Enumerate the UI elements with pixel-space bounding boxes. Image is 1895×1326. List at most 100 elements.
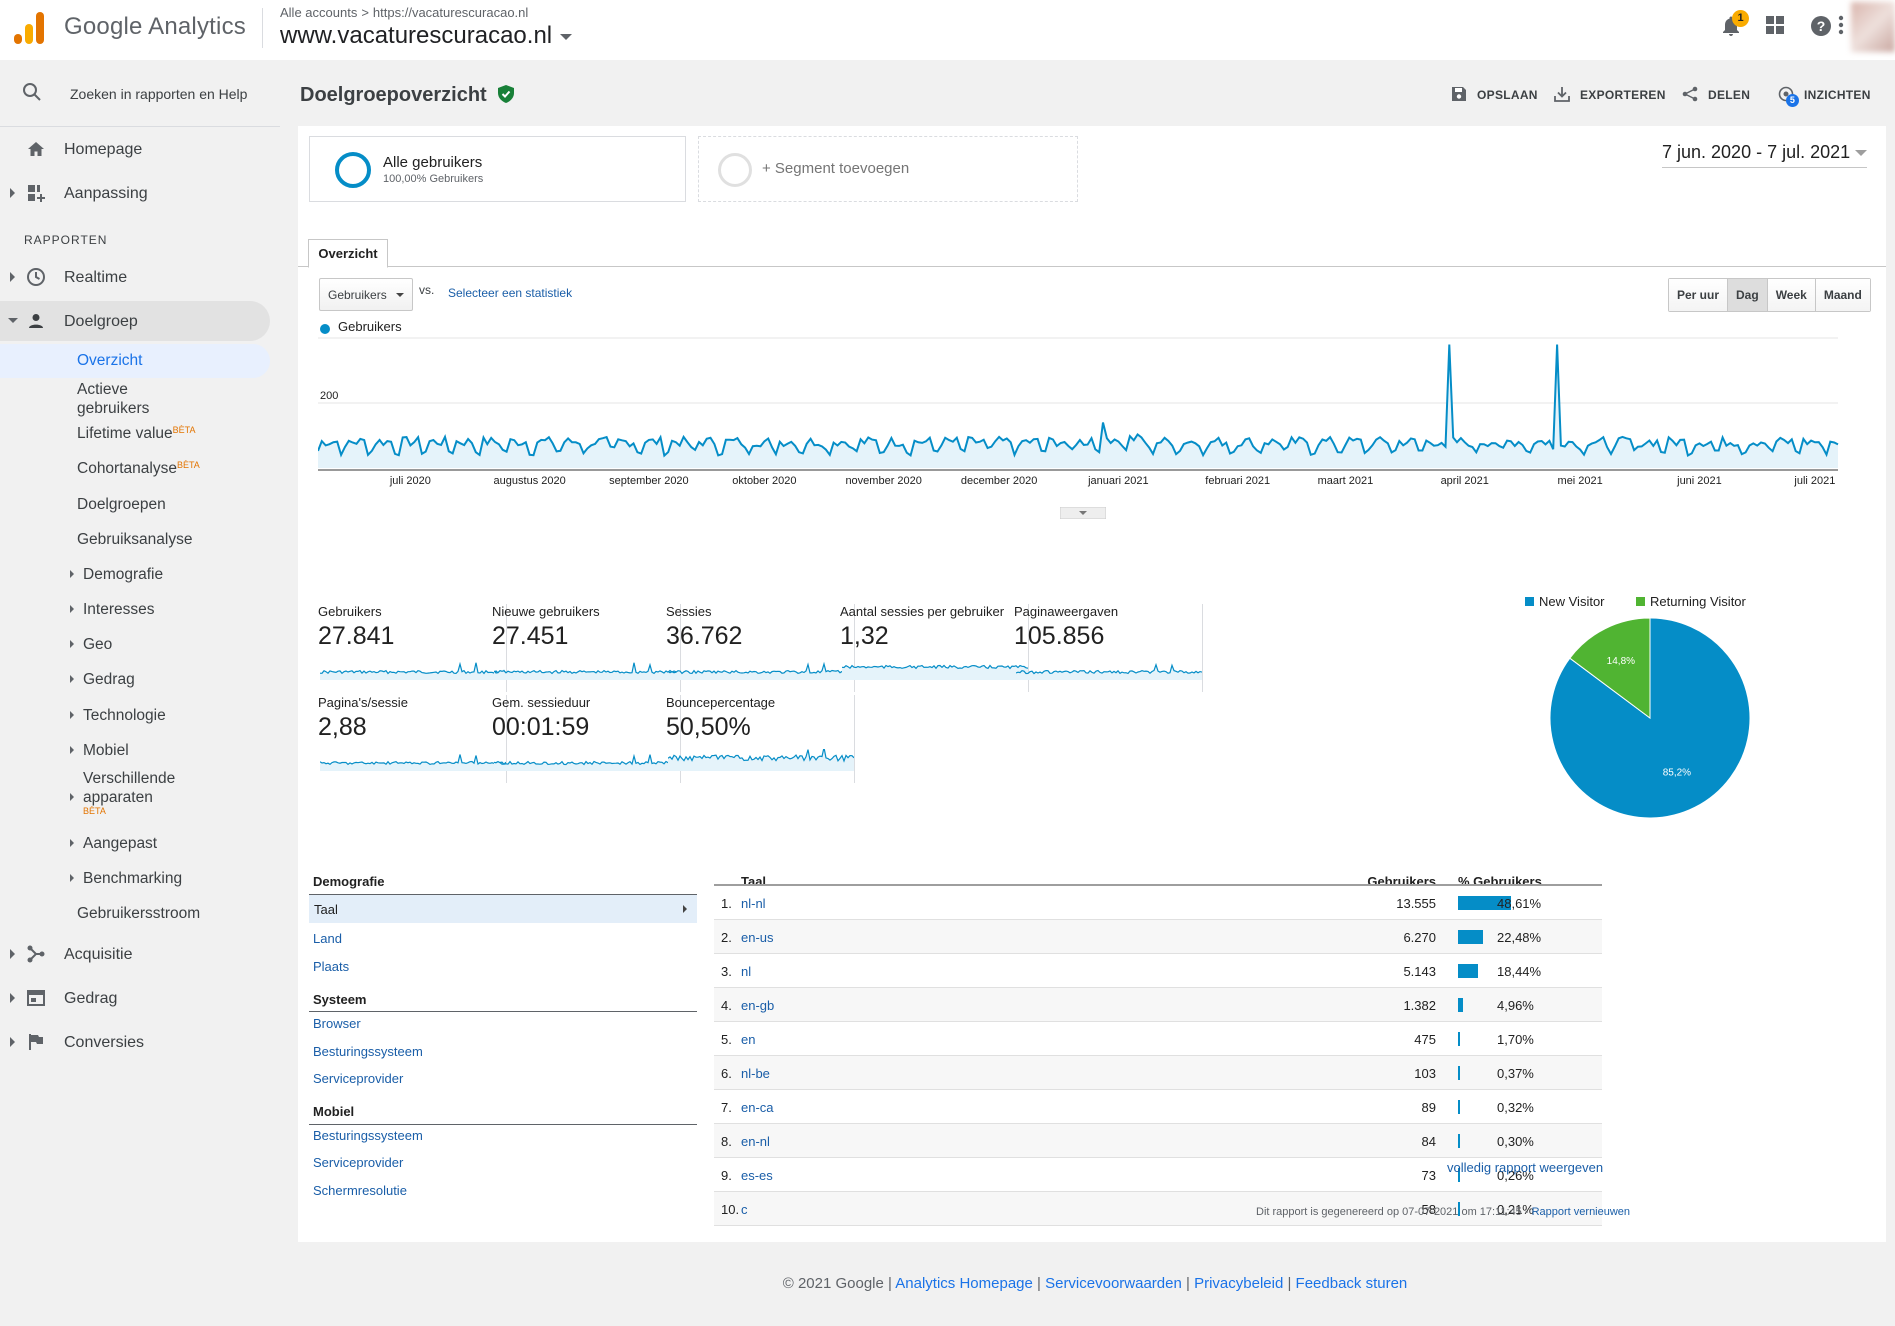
sidebar-item-demographics[interactable]: Demografie — [70, 565, 163, 584]
select-statistic-link[interactable]: Selecteer een statistiek — [448, 286, 573, 300]
full-report-link[interactable]: volledig rapport weergeven — [1447, 1160, 1604, 1175]
sidebar-item-audiences[interactable]: Doelgroepen — [77, 496, 166, 513]
row-language-link[interactable]: en-nl — [741, 1134, 770, 1149]
demo-link-country[interactable]: Land — [313, 931, 342, 946]
table-row: 3. nl 5.143 18,44% — [714, 954, 1602, 988]
table-row: 8. en-nl 84 0,30% — [714, 1124, 1602, 1158]
footer-privacy-link[interactable]: Privacybeleid — [1194, 1275, 1284, 1292]
pie-legend-returning: Returning Visitor — [1636, 594, 1746, 609]
divider — [854, 695, 855, 783]
scorecard-label: Aantal sessies per gebruiker — [840, 604, 1005, 619]
sidebar-item-behavior[interactable]: Gedrag — [70, 670, 135, 689]
nav-behavior[interactable]: Gedrag — [0, 978, 270, 1018]
row-language-link[interactable]: es-es — [741, 1168, 773, 1183]
avatar[interactable] — [1851, 2, 1895, 52]
sidebar-item-cohort[interactable]: CohortanalyseBÈTA — [77, 459, 200, 478]
row-number: 2. — [721, 930, 732, 945]
x-tick-label: mei 2021 — [1558, 475, 1603, 487]
date-range-value: 7 jun. 2020 - 7 jul. 2021 — [1662, 142, 1851, 162]
granularity-week[interactable]: Week — [1767, 279, 1816, 311]
granularity-month[interactable]: Maand — [1815, 279, 1870, 311]
breadcrumb-property[interactable]: https://vacaturescuracao.nl — [372, 5, 529, 20]
row-number: 1. — [721, 896, 732, 911]
demo-link-city[interactable]: Plaats — [313, 959, 350, 974]
analytics-logo-icon[interactable] — [14, 10, 48, 44]
sidebar-item-custom[interactable]: Aangepast — [70, 834, 157, 853]
refresh-report-link[interactable]: Rapport vernieuwen — [1531, 1206, 1631, 1218]
scorecard[interactable]: Gem. sessieduur 00:01:59 — [492, 695, 688, 783]
nav-acquisition[interactable]: Acquisitie — [0, 934, 270, 974]
export-button[interactable]: EXPORTEREN — [1554, 86, 1666, 102]
pie-slice-label: 85,2% — [1663, 768, 1691, 779]
visitor-type-pie-chart[interactable]: 85,2% 14,8% — [1548, 616, 1752, 820]
sidebar-item-users-flow[interactable]: Gebruikersstroom — [77, 905, 201, 922]
search-reports-input[interactable]: Zoeken in rapporten en Help — [0, 72, 280, 112]
sidebar-item-overview[interactable]: Overzicht — [0, 344, 270, 378]
row-language-link[interactable]: c — [741, 1202, 748, 1217]
footer-feedback-link[interactable]: Feedback sturen — [1295, 1275, 1408, 1292]
demo-link-provider[interactable]: Serviceprovider — [313, 1071, 404, 1086]
demo-link-mobile-os[interactable]: Besturingssysteem — [313, 1128, 423, 1143]
demo-link-language[interactable]: Taal — [309, 895, 697, 923]
row-language-link[interactable]: en-gb — [741, 998, 775, 1013]
scorecard[interactable]: Aantal sessies per gebruiker 1,32 — [840, 604, 1036, 692]
insights-button[interactable]: 5 INZICHTEN — [1778, 86, 1871, 107]
demo-link-mobile-provider[interactable]: Serviceprovider — [313, 1155, 404, 1170]
scorecard[interactable]: Paginaweergaven 105.856 — [1014, 604, 1210, 692]
sidebar-item-geo[interactable]: Geo — [70, 635, 112, 654]
sidebar-item-mobile[interactable]: Mobiel — [70, 741, 129, 760]
sidebar-item-label: Mobiel — [83, 742, 129, 759]
footer-terms-link[interactable]: Servicevoorwaarden — [1045, 1275, 1182, 1292]
chart-collapse-handle[interactable] — [1060, 507, 1106, 519]
nav-conversions[interactable]: Conversies — [0, 1022, 270, 1062]
apps-icon[interactable] — [1761, 14, 1789, 42]
granularity-hour[interactable]: Per uur — [1669, 279, 1729, 311]
demo-link-os[interactable]: Besturingssysteem — [313, 1044, 423, 1059]
date-range-picker[interactable]: 7 jun. 2020 - 7 jul. 2021 — [1662, 142, 1867, 168]
scorecard[interactable]: Sessies 36.762 — [666, 604, 862, 692]
footer: © 2021 Google | Analytics Homepage | Ser… — [0, 1275, 1895, 1292]
scorecard[interactable]: Pagina's/sessie 2,88 — [318, 695, 514, 783]
more-vert-icon[interactable] — [1835, 14, 1847, 42]
sidebar-item-active-users[interactable]: Actieve gebruikers — [77, 381, 150, 417]
footer-analytics-home-link[interactable]: Analytics Homepage — [895, 1275, 1033, 1292]
demo-link-browser[interactable]: Browser — [313, 1016, 361, 1031]
nav-customization[interactable]: Aanpassing — [0, 173, 270, 213]
scorecard[interactable]: Gebruikers 27.841 — [318, 604, 514, 692]
pie-slice-returning-visitor[interactable] — [1569, 617, 1651, 719]
notification-badge: 1 — [1732, 10, 1749, 27]
sidebar-item-interests[interactable]: Interesses — [70, 600, 155, 619]
sidebar-item-technology[interactable]: Technologie — [70, 706, 166, 725]
chevron-right-icon — [70, 746, 74, 754]
breadcrumb-all-accounts[interactable]: Alle accounts — [280, 5, 358, 20]
sidebar-item-user-explorer[interactable]: Gebruiksanalyse — [77, 531, 193, 548]
row-language-link[interactable]: en-us — [741, 930, 774, 945]
add-segment-button[interactable]: + Segment toevoegen — [698, 136, 1078, 202]
nav-audience[interactable]: Doelgroep — [0, 301, 270, 341]
row-language-link[interactable]: nl-be — [741, 1066, 770, 1081]
granularity-day[interactable]: Dag — [1728, 279, 1768, 311]
help-icon[interactable]: ? — [1807, 14, 1835, 42]
product-name[interactable]: Google Analytics — [64, 13, 246, 40]
bell-icon[interactable]: 1 — [1717, 10, 1749, 42]
nav-home[interactable]: Homepage — [0, 129, 270, 169]
nav-realtime[interactable]: Realtime — [0, 257, 270, 297]
save-button[interactable]: OPSLAAN — [1451, 86, 1538, 102]
share-button[interactable]: DELEN — [1682, 86, 1750, 102]
row-language-link[interactable]: en-ca — [741, 1100, 774, 1115]
person-icon — [29, 314, 43, 328]
users-line-chart[interactable]: 400 200 juli 2020 augustus 2020 september 20… — [318, 336, 1878, 506]
row-language-link[interactable]: en — [741, 1032, 756, 1047]
sidebar-item-cross-device[interactable]: Verschillende apparaten BÈTA — [70, 769, 203, 816]
demo-link-resolution[interactable]: Schermresolutie — [313, 1183, 407, 1198]
scorecard[interactable]: Nieuwe gebruikers 27.451 — [492, 604, 688, 692]
account-selector[interactable]: www.vacaturescuracao.nl — [280, 22, 573, 50]
sidebar-item-benchmarking[interactable]: Benchmarking — [70, 869, 182, 888]
metric-dropdown[interactable]: Gebruikers — [319, 278, 413, 311]
row-language-link[interactable]: nl — [741, 964, 752, 979]
tab-overview[interactable]: Overzicht — [308, 239, 388, 268]
scorecard[interactable]: Bouncepercentage 50,50% — [666, 695, 862, 783]
row-language-link[interactable]: nl-nl — [741, 896, 766, 911]
segment-all-users[interactable]: Alle gebruikers 100,00% Gebruikers — [309, 136, 686, 202]
sidebar-item-lifetime-value[interactable]: Lifetime valueBÈTA — [77, 424, 195, 443]
